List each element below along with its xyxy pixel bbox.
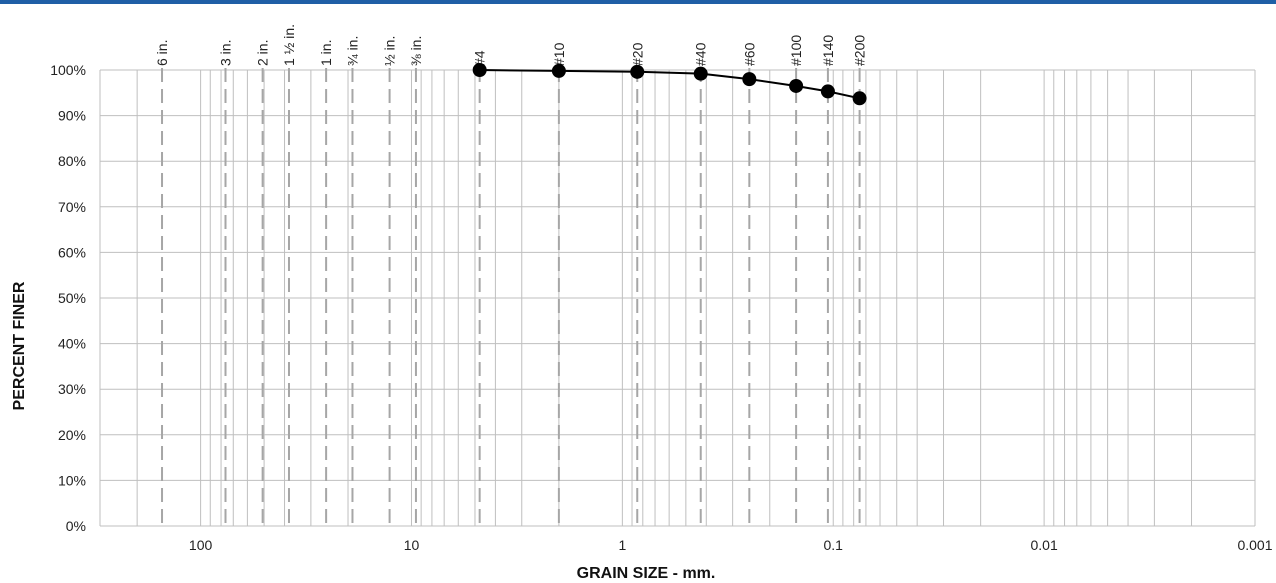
y-axis-label: PERCENT FINER [11, 281, 28, 410]
x-axis-label: GRAIN SIZE - mm. [577, 565, 716, 582]
data-point [551, 63, 566, 78]
y-tick-label: 10% [58, 472, 86, 488]
x-tick-label: 0.001 [1237, 537, 1272, 553]
y-tick-label: 20% [58, 427, 86, 443]
sieve-label: #20 [629, 42, 645, 66]
data-point [742, 72, 757, 87]
data-point [852, 91, 867, 106]
y-tick-label: 60% [58, 244, 86, 260]
sieve-label: 2 in. [255, 40, 271, 66]
y-tick-label: 80% [58, 153, 86, 169]
sieve-label: 1 in. [318, 40, 334, 66]
sieve-label: #40 [693, 42, 709, 66]
sieve-label: 6 in. [154, 40, 170, 66]
sieve-label: ⅜ in. [408, 36, 424, 66]
data-point [820, 84, 835, 99]
sieve-lines: 6 in. 3 in. 2 in. 1 ½ in. 1 in. ¾ in. ½ in. ⅜ i… [154, 24, 868, 526]
y-tick-label: 90% [58, 108, 86, 124]
x-tick-label: 100 [189, 537, 213, 553]
x-tick-labels: 100 10 1 0.1 0.01 0.001 [189, 537, 1273, 553]
sieve-label: #10 [551, 42, 567, 66]
x-tick-label: 10 [404, 537, 420, 553]
grid [99, 69, 1256, 527]
sieve-label: #4 [472, 50, 488, 66]
y-tick-labels: 0% 10% 20% 30% 40% 50% 60% 70% 80% 90% 100% [50, 62, 86, 534]
sieve-label: ¾ in. [344, 36, 360, 66]
top-accent-bar [0, 0, 1276, 4]
x-tick-label: 0.1 [824, 537, 844, 553]
y-tick-label: 30% [58, 381, 86, 397]
sieve-label: ½ in. [382, 36, 398, 66]
x-tick-label: 0.01 [1030, 537, 1057, 553]
sieve-label: #140 [820, 35, 836, 66]
series-layer [472, 63, 867, 106]
data-point [472, 63, 487, 77]
sieve-label: #60 [741, 42, 757, 66]
y-tick-label: 100% [50, 62, 86, 78]
y-tick-label: 50% [58, 290, 86, 306]
y-tick-label: 40% [58, 336, 86, 352]
data-point [789, 78, 804, 93]
sieve-label: 1 ½ in. [281, 24, 297, 66]
data-point [630, 64, 645, 79]
x-tick-label: 1 [618, 537, 626, 553]
y-tick-label: 0% [66, 518, 86, 534]
sieve-label: #100 [788, 35, 804, 66]
y-tick-label: 70% [58, 199, 86, 215]
data-point [693, 66, 708, 81]
sieve-label: #200 [852, 35, 868, 66]
sieve-label: 3 in. [218, 40, 234, 66]
